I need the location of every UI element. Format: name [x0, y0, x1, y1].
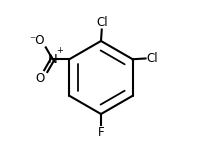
Text: +: + [56, 46, 63, 55]
Text: O: O [36, 72, 45, 85]
Text: Cl: Cl [146, 52, 158, 65]
Text: N: N [48, 53, 58, 66]
Text: Cl: Cl [96, 16, 108, 29]
Text: ⁻O: ⁻O [29, 34, 44, 47]
Text: F: F [98, 126, 104, 139]
